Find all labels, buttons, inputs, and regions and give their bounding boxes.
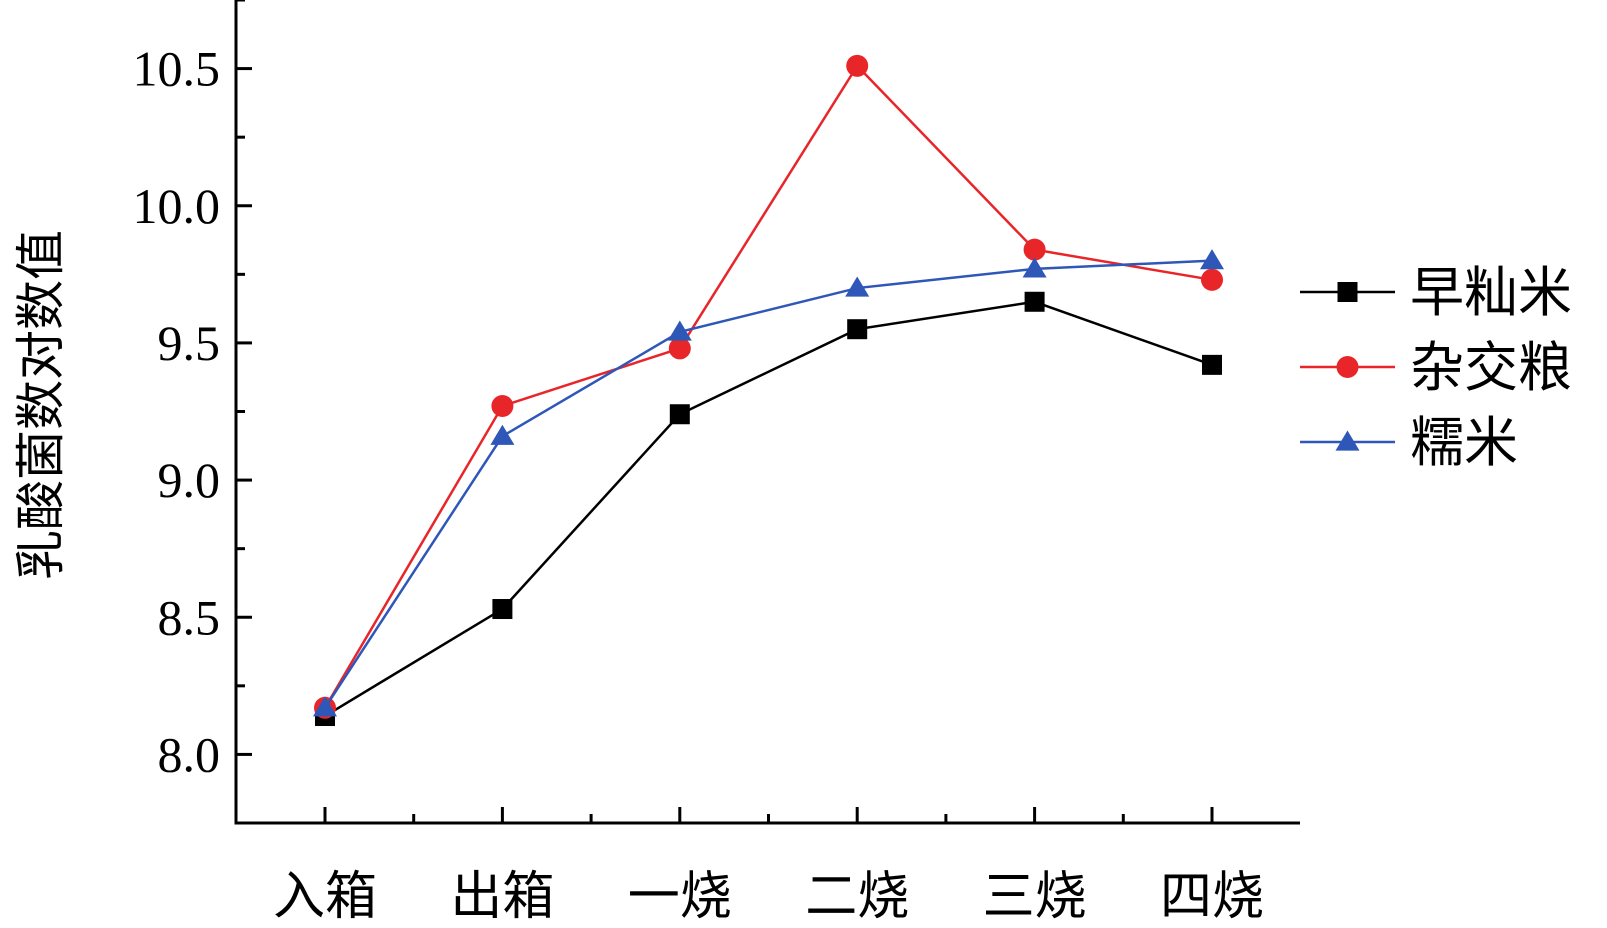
data-point — [491, 395, 514, 418]
series-line — [323, 63, 1213, 709]
data-point — [1201, 268, 1223, 291]
data-point — [669, 404, 690, 425]
legend-label: 糯米 — [1410, 411, 1518, 474]
series-line — [324, 300, 1213, 718]
data-point — [1022, 257, 1047, 278]
legend-label: 杂交粮 — [1410, 336, 1572, 399]
data-point — [847, 319, 868, 340]
series-0 — [315, 291, 1222, 727]
legend-label: 早籼米 — [1410, 261, 1572, 324]
y-tick-label: 9.5 — [158, 315, 221, 371]
series-line — [323, 259, 1213, 709]
data-point — [667, 320, 692, 341]
y-tick-label: 8.5 — [158, 589, 221, 645]
y-tick-label: 8.0 — [158, 726, 221, 782]
axes — [234, 0, 1300, 825]
legend-marker — [1335, 430, 1360, 451]
x-tick-label: 三烧 — [983, 867, 1087, 927]
legend-item: 早籼米 — [1300, 261, 1572, 324]
x-tick-label: 出箱 — [450, 867, 554, 927]
data-point — [1200, 249, 1224, 270]
x-axis-ticks: 入箱 出箱 一烧 二烧 三烧 四烧 — [273, 807, 1264, 927]
x-tick-label: 二烧 — [805, 867, 909, 927]
series-layer — [313, 54, 1224, 727]
data-point — [1023, 238, 1046, 261]
y-axis-title: 乳酸菌数对数值 — [12, 230, 70, 580]
data-point — [845, 276, 870, 297]
data-point — [313, 696, 337, 717]
x-tick-label: 入箱 — [273, 867, 377, 927]
legend-marker — [1336, 356, 1359, 378]
y-tick-label: 10.5 — [133, 41, 221, 97]
y-tick-label: 9.0 — [158, 452, 221, 508]
legend-item: 杂交粮 — [1300, 336, 1572, 399]
x-tick-label: 一烧 — [628, 867, 732, 927]
y-axis-ticks: 8.0 8.5 9.0 9.5 10.0 10.5 — [133, 0, 252, 825]
x-tick-label: 四烧 — [1160, 867, 1264, 927]
series-1 — [314, 54, 1223, 719]
data-point — [846, 54, 869, 77]
y-tick-label: 10.0 — [133, 178, 221, 234]
legend-item: 糯米 — [1300, 411, 1518, 474]
data-point — [490, 424, 515, 445]
legend-marker — [1337, 282, 1358, 302]
data-point — [1024, 291, 1045, 312]
data-point — [492, 599, 513, 620]
data-point — [1202, 354, 1222, 375]
data-point — [668, 337, 691, 360]
series-2 — [313, 249, 1224, 717]
